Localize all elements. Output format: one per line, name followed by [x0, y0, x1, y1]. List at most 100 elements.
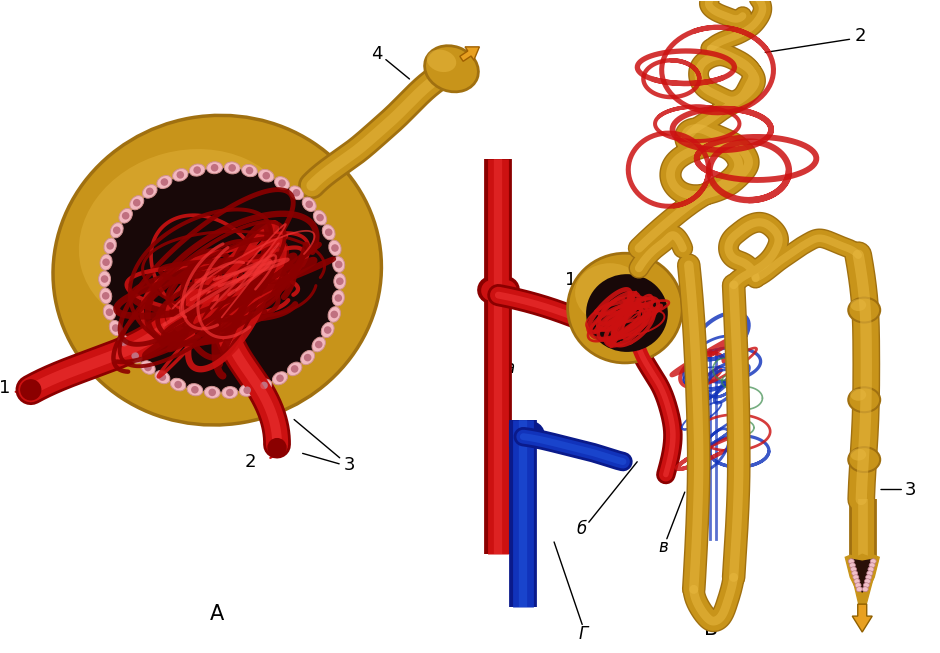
- Circle shape: [159, 374, 166, 381]
- Ellipse shape: [258, 169, 274, 182]
- FancyArrow shape: [460, 47, 479, 61]
- Text: 2: 2: [854, 27, 866, 45]
- Ellipse shape: [328, 307, 340, 322]
- Circle shape: [325, 229, 333, 236]
- Circle shape: [209, 389, 216, 396]
- Circle shape: [336, 278, 344, 285]
- Ellipse shape: [855, 582, 861, 588]
- FancyArrow shape: [853, 604, 872, 632]
- Ellipse shape: [329, 240, 341, 256]
- Circle shape: [260, 381, 268, 389]
- Ellipse shape: [333, 290, 344, 306]
- Text: Б: Б: [703, 619, 718, 639]
- Circle shape: [177, 171, 184, 179]
- Text: Г: Г: [578, 625, 588, 643]
- Text: а: а: [504, 359, 514, 377]
- Ellipse shape: [157, 176, 172, 189]
- Ellipse shape: [128, 349, 142, 363]
- Circle shape: [228, 164, 236, 172]
- Ellipse shape: [303, 197, 316, 212]
- Ellipse shape: [109, 321, 122, 336]
- Circle shape: [101, 275, 108, 283]
- Text: 4: 4: [371, 45, 383, 63]
- Ellipse shape: [207, 162, 223, 174]
- Ellipse shape: [103, 304, 116, 320]
- Ellipse shape: [155, 371, 170, 384]
- Ellipse shape: [851, 389, 867, 401]
- Ellipse shape: [866, 575, 871, 580]
- Circle shape: [331, 244, 338, 252]
- Circle shape: [161, 178, 168, 186]
- Text: А: А: [210, 604, 225, 624]
- Circle shape: [292, 189, 300, 197]
- Ellipse shape: [848, 559, 854, 564]
- Ellipse shape: [301, 351, 315, 364]
- Ellipse shape: [334, 274, 346, 289]
- Ellipse shape: [118, 335, 131, 350]
- Ellipse shape: [863, 582, 870, 588]
- Ellipse shape: [312, 337, 325, 352]
- Circle shape: [146, 187, 153, 195]
- Circle shape: [144, 364, 151, 372]
- Circle shape: [290, 365, 298, 373]
- Text: б: б: [576, 520, 587, 538]
- Ellipse shape: [288, 362, 302, 375]
- Ellipse shape: [848, 447, 880, 472]
- Polygon shape: [852, 559, 873, 592]
- Ellipse shape: [189, 164, 205, 176]
- Circle shape: [102, 259, 110, 266]
- Ellipse shape: [586, 274, 667, 352]
- Text: 2: 2: [244, 453, 256, 471]
- Ellipse shape: [225, 162, 240, 174]
- Circle shape: [315, 341, 322, 348]
- Ellipse shape: [865, 579, 870, 584]
- Circle shape: [211, 164, 218, 172]
- Text: 3: 3: [344, 456, 355, 473]
- Circle shape: [106, 242, 114, 249]
- Circle shape: [245, 167, 253, 174]
- Circle shape: [278, 180, 286, 187]
- Ellipse shape: [425, 46, 478, 92]
- Ellipse shape: [856, 586, 862, 592]
- Ellipse shape: [242, 165, 258, 177]
- Text: 3: 3: [904, 481, 916, 498]
- Ellipse shape: [427, 50, 456, 72]
- Ellipse shape: [313, 210, 327, 225]
- Ellipse shape: [868, 567, 874, 572]
- Circle shape: [120, 339, 128, 347]
- Ellipse shape: [99, 271, 111, 287]
- Ellipse shape: [119, 208, 133, 223]
- Ellipse shape: [322, 225, 335, 240]
- Text: 1: 1: [566, 271, 577, 289]
- Ellipse shape: [257, 379, 272, 392]
- Circle shape: [102, 292, 109, 300]
- Circle shape: [132, 352, 139, 360]
- Ellipse shape: [321, 323, 334, 338]
- Ellipse shape: [79, 149, 296, 332]
- Ellipse shape: [141, 360, 155, 374]
- Ellipse shape: [222, 387, 238, 398]
- Ellipse shape: [170, 378, 186, 391]
- Circle shape: [276, 374, 284, 382]
- Ellipse shape: [854, 579, 860, 584]
- Ellipse shape: [575, 263, 645, 323]
- Ellipse shape: [110, 223, 123, 238]
- Ellipse shape: [273, 372, 288, 385]
- Circle shape: [112, 325, 119, 332]
- Ellipse shape: [870, 563, 875, 567]
- Circle shape: [262, 172, 270, 180]
- Circle shape: [133, 199, 141, 206]
- Circle shape: [324, 326, 332, 334]
- Ellipse shape: [290, 186, 304, 200]
- Text: 1: 1: [0, 379, 11, 397]
- Circle shape: [335, 295, 342, 302]
- Circle shape: [226, 389, 234, 396]
- Polygon shape: [845, 555, 879, 599]
- Ellipse shape: [853, 575, 859, 580]
- Ellipse shape: [100, 254, 112, 270]
- Circle shape: [191, 386, 198, 394]
- Ellipse shape: [204, 387, 220, 398]
- Ellipse shape: [143, 185, 157, 198]
- Ellipse shape: [848, 387, 880, 412]
- Circle shape: [243, 387, 251, 394]
